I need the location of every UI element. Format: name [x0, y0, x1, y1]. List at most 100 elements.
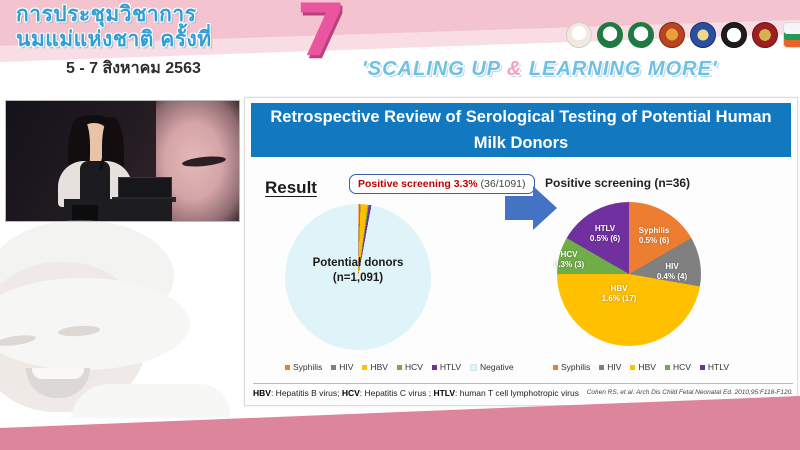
slice-label-hcv: HCV 0.3% (3) [545, 250, 593, 270]
legend-item-hbv[interactable]: HBV [630, 362, 656, 372]
legend-positive-screening: Syphilis HIV HBV HCV HTLV [553, 362, 729, 372]
speaker-video-feed[interactable] [5, 100, 240, 222]
positive-screening-chart-title: Positive screening (n=36) [545, 176, 691, 190]
tagline-part1: 'SCALING UP [362, 58, 507, 80]
slice-label-htlv: HTLV 0.5% (6) [581, 224, 629, 244]
legend-swatch-hbv-icon [630, 364, 636, 370]
conference-thai-title-line1: การประชุมวิชาการ [16, 3, 197, 26]
conference-edition-number: 7 [296, 0, 347, 72]
thaihealth-sss-logo [783, 22, 800, 48]
legend-item-hbv[interactable]: HBV [362, 362, 388, 372]
baby-shoulder [70, 384, 230, 418]
legend-item-hcv[interactable]: HCV [664, 362, 691, 372]
nursing-council-logo [721, 22, 747, 48]
slice-label-htlv-name: HTLV [594, 224, 616, 233]
reference-citation: Cohen RS, et al. Arch Dis Child Fetal Ne… [586, 389, 793, 396]
potential-donors-label-line1: Potential donors [312, 257, 404, 269]
baby-teeth [32, 368, 84, 379]
thai-pediatric-logo [659, 22, 685, 48]
tagline-part2: LEARNING MORE' [522, 58, 718, 80]
royal-college-logo [690, 22, 716, 48]
legend-label-hcv: HCV [404, 362, 423, 372]
tagline-ampersand: & [506, 58, 523, 80]
legend-item-hiv[interactable]: HIV [599, 362, 621, 372]
footnote-hbv-value: : Hepatitis B virus; [270, 388, 342, 398]
footnote-htlv-value: : human T cell lymphotropic virus [455, 388, 579, 398]
positive-screening-pie-chart [557, 202, 701, 346]
presentation-slide: Retrospective Review of Serological Test… [244, 97, 798, 406]
legend-swatch-hbv-icon [362, 364, 368, 370]
footnote-htlv-key: HTLV [433, 388, 456, 398]
legend-item-negative[interactable]: Negative [470, 362, 514, 372]
baby-photo-watermark [0, 218, 246, 418]
slice-label-hcv-value: 0.3% (3) [553, 260, 585, 269]
slice-label-syphilis: Syphilis 0.5% (6) [627, 226, 681, 246]
legend-swatch-syphilis-icon [285, 364, 290, 370]
legend-potential-donors: Syphilis HIV HBV HCV HTLV Negative [285, 362, 514, 372]
slice-label-syphilis-name: Syphilis [638, 226, 670, 235]
abbreviation-note: HBV: Hepatitis B virus; HCV: Hepatitis C… [253, 388, 579, 398]
royal-emblem-logo [566, 22, 592, 48]
slice-label-hiv: HIV 0.4% (4) [649, 262, 695, 282]
slice-label-htlv-value: 0.5% (6) [589, 234, 621, 243]
legend-item-htlv[interactable]: HTLV [699, 362, 730, 372]
callout-sub-text: (36/1091) [477, 178, 526, 190]
legend-label-hbv: HBV [638, 362, 656, 372]
slice-label-hbv: HBV 1.6% (17) [589, 284, 649, 304]
legend-item-hiv[interactable]: HIV [331, 362, 353, 372]
legend-swatch-htlv-icon [699, 364, 705, 370]
legend-item-htlv[interactable]: HTLV [431, 362, 462, 372]
slice-label-hbv-name: HBV [610, 284, 628, 293]
slice-label-hiv-value: 0.4% (4) [656, 272, 688, 281]
callout-highlight-text: Positive screening 3.3% [358, 178, 478, 190]
medical-council-logo [752, 22, 778, 48]
legend-swatch-syphilis-icon [553, 364, 558, 370]
slide-footnote: HBV: Hepatitis B virus; HCV: Hepatitis C… [253, 383, 793, 398]
slice-label-syphilis-value: 0.5% (6) [638, 236, 670, 245]
baby-cheek [0, 310, 110, 396]
slice-label-hcv-name: HCV [560, 250, 578, 259]
positive-screening-callout: Positive screening 3.3% (36/1091) [349, 174, 535, 194]
slide-title: Retrospective Review of Serological Test… [251, 103, 791, 157]
podium-panel [72, 205, 98, 221]
legend-label-syphilis: Syphilis [561, 362, 591, 372]
conference-tagline: 'SCALING UP & LEARNING MORE' [362, 58, 798, 81]
organizer-logos [566, 22, 800, 48]
baby-hat-brim [0, 278, 190, 370]
potential-donors-center-label: Potential donors (n=1,091) [285, 256, 431, 286]
slice-label-hbv-value: 1.6% (17) [601, 294, 637, 303]
baby-face [0, 262, 146, 412]
legend-item-syphilis[interactable]: Syphilis [285, 362, 322, 372]
legend-item-hcv[interactable]: HCV [396, 362, 423, 372]
footnote-hcv-value: : Hepatitis C virus ; [359, 388, 434, 398]
legend-label-htlv: HTLV [439, 362, 462, 372]
result-heading: Result [265, 178, 317, 197]
baby-hat-crown [0, 220, 174, 332]
legend-label-hiv: HIV [607, 362, 622, 372]
legend-label-htlv: HTLV [707, 362, 730, 372]
legend-label-hbv: HBV [370, 362, 388, 372]
legend-swatch-htlv-icon [431, 364, 437, 370]
legend-swatch-hiv-icon [599, 364, 605, 370]
slice-label-hiv-name: HIV [665, 262, 679, 271]
potential-donors-pie-chart [285, 204, 431, 350]
footnote-hcv-key: HCV [341, 388, 360, 398]
legend-label-negative: Negative [480, 362, 514, 372]
legend-label-syphilis: Syphilis [293, 362, 323, 372]
legend-swatch-negative-icon [470, 363, 478, 371]
conference-thai-title: การประชุมวิชาการ นมแม่แห่งชาติ ครั้งที่ [16, 2, 296, 52]
legend-swatch-hcv-icon [396, 364, 402, 370]
legend-label-hcv: HCV [672, 362, 691, 372]
legend-label-hiv: HIV [339, 362, 354, 372]
legend-item-syphilis[interactable]: Syphilis [553, 362, 590, 372]
flow-arrow-icon [505, 186, 557, 230]
public-health-logo [628, 22, 654, 48]
footnote-hbv-key: HBV [253, 388, 271, 398]
conference-thai-title-line2: นมแม่แห่งชาติ ครั้งที่ [16, 28, 212, 51]
legend-swatch-hcv-icon [664, 364, 670, 370]
potential-donors-label-line2: (n=1,091) [332, 272, 384, 284]
legend-swatch-hiv-icon [331, 364, 337, 370]
ministry-health-logo [597, 22, 623, 48]
conference-date: 5 - 7 สิงหาคม 2563 [66, 60, 201, 77]
